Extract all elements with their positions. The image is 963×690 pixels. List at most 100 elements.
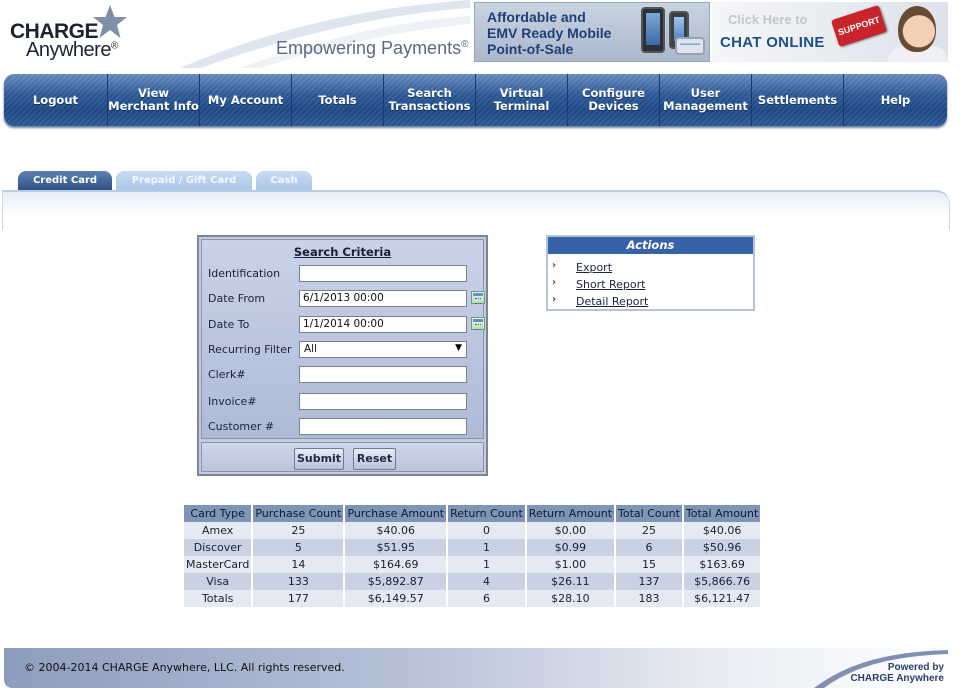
table-cell: 177 xyxy=(253,590,344,607)
table-cell: $5,892.87 xyxy=(345,573,447,590)
main-nav: Logout View Merchant Info My Account Tot… xyxy=(4,74,947,126)
page-header: CHARGE Anywhere® Empowering Payments® Af… xyxy=(0,0,963,68)
customer-label: Customer # xyxy=(208,420,275,433)
tab-panel xyxy=(2,190,950,230)
recurring-filter-value: All xyxy=(304,343,318,355)
table-cell: 25 xyxy=(253,522,344,539)
date-to-input[interactable]: 1/1/2014 00:00 xyxy=(299,316,467,333)
charge-anywhere-logo[interactable]: CHARGE Anywhere® xyxy=(8,5,138,62)
date-to-row: Date To 1/1/2014 00:00 xyxy=(208,316,485,334)
column-header: Return Amount xyxy=(526,505,615,522)
table-cell: 0 xyxy=(448,522,525,539)
nav-search-transactions[interactable]: Search Transactions xyxy=(384,74,476,126)
table-cell: 183 xyxy=(616,590,682,607)
table-cell: $50.96 xyxy=(683,539,761,556)
date-from-row: Date From 6/1/2013 00:00 xyxy=(208,290,485,308)
invoice-input[interactable] xyxy=(299,393,467,410)
column-header: Total Count xyxy=(616,505,682,522)
clerk-row: Clerk# xyxy=(208,366,478,384)
logo-text-charge: CHARGE xyxy=(10,20,99,43)
table-cell: 137 xyxy=(616,573,682,590)
calendar-icon[interactable] xyxy=(471,291,485,304)
table-cell: $26.11 xyxy=(526,573,615,590)
identification-label: Identification xyxy=(208,267,281,280)
support-key-image: SUPPORT xyxy=(830,4,888,48)
calendar-icon[interactable] xyxy=(471,317,485,330)
detail-report-link[interactable]: Detail Report xyxy=(576,295,649,308)
table-cell: $51.95 xyxy=(345,539,447,556)
invoice-row: Invoice# xyxy=(208,393,478,411)
column-header: Total Amount xyxy=(683,505,761,522)
header-swoosh-graphic xyxy=(180,0,470,68)
tab-prepaid-gift-card[interactable]: Prepaid / Gift Card xyxy=(116,171,252,191)
table-cell: $28.10 xyxy=(526,590,615,607)
nav-logout[interactable]: Logout xyxy=(4,74,108,126)
table-cell: $6,149.57 xyxy=(345,590,447,607)
nav-settlements[interactable]: Settlements xyxy=(752,74,844,126)
page-footer: © 2004-2014 CHARGE Anywhere, LLC. All ri… xyxy=(4,648,948,688)
table-row-totals: Totals 177 $6,149.57 6 $28.10 183 $6,121… xyxy=(184,590,761,607)
support-agent-body xyxy=(888,46,948,62)
terminal-image xyxy=(675,37,705,55)
table-cell: Totals xyxy=(184,590,252,607)
table-cell: $164.69 xyxy=(345,556,447,573)
short-report-link[interactable]: Short Report xyxy=(576,278,646,291)
table-row: Visa 133 $5,892.87 4 $26.11 137 $5,866.7… xyxy=(184,573,761,590)
powered-by-logo[interactable]: Powered by CHARGE Anywhere xyxy=(850,662,944,684)
table-cell: $40.06 xyxy=(345,522,447,539)
table-cell: $0.99 xyxy=(526,539,615,556)
table-cell: $163.69 xyxy=(683,556,761,573)
export-link[interactable]: Export xyxy=(576,261,613,274)
totals-table: Card Type Purchase Count Purchase Amount… xyxy=(182,505,762,607)
tab-cash[interactable]: Cash xyxy=(256,171,312,191)
date-to-label: Date To xyxy=(208,318,250,331)
nav-configure-devices[interactable]: Configure Devices xyxy=(568,74,660,126)
date-from-input[interactable]: 6/1/2013 00:00 xyxy=(299,290,467,307)
table-cell: $5,866.76 xyxy=(683,573,761,590)
date-from-label: Date From xyxy=(208,292,266,305)
tagline: Empowering Payments® xyxy=(276,38,469,58)
tab-credit-card[interactable]: Credit Card xyxy=(18,171,112,191)
nav-virtual-terminal[interactable]: Virtual Terminal xyxy=(476,74,568,126)
chat-online-banner[interactable]: Click Here to CHAT ONLINE SUPPORT xyxy=(712,2,948,62)
clerk-input[interactable] xyxy=(299,366,467,383)
chat-online-text: CHAT ONLINE xyxy=(720,34,825,51)
smartphone-image xyxy=(641,7,665,53)
table-row: Discover 5 $51.95 1 $0.99 6 $50.96 xyxy=(184,539,761,556)
chevron-right-icon: › xyxy=(552,277,557,288)
star-icon xyxy=(93,5,127,38)
submit-button[interactable]: Submit xyxy=(294,448,344,470)
invoice-label: Invoice# xyxy=(208,395,257,408)
table-cell: 25 xyxy=(616,522,682,539)
table-cell: $6,121.47 xyxy=(683,590,761,607)
clerk-label: Clerk# xyxy=(208,368,246,381)
column-header: Purchase Count xyxy=(253,505,344,522)
recurring-filter-label: Recurring Filter xyxy=(208,343,292,356)
column-header: Purchase Amount xyxy=(345,505,447,522)
nav-totals[interactable]: Totals xyxy=(292,74,384,126)
nav-help[interactable]: Help xyxy=(880,92,911,107)
nav-view-merchant-info[interactable]: View Merchant Info xyxy=(108,74,200,126)
table-cell: $40.06 xyxy=(683,522,761,539)
footer-swoosh-graphic xyxy=(814,650,948,688)
reset-button[interactable]: Reset xyxy=(353,448,396,470)
chevron-right-icon: › xyxy=(552,260,557,271)
table-header-row: Card Type Purchase Count Purchase Amount… xyxy=(184,505,761,522)
customer-input[interactable] xyxy=(299,418,467,435)
table-cell: Amex xyxy=(184,522,252,539)
table-cell: $1.00 xyxy=(526,556,615,573)
table-cell: Visa xyxy=(184,573,252,590)
column-header: Return Count xyxy=(448,505,525,522)
table-cell: 15 xyxy=(616,556,682,573)
table-cell: 6 xyxy=(448,590,525,607)
actions-panel: Actions › Export › Short Report › Detail… xyxy=(546,235,755,311)
table-cell: MasterCard xyxy=(184,556,252,573)
nav-my-account[interactable]: My Account xyxy=(200,74,292,126)
nav-user-management[interactable]: User Management xyxy=(660,74,752,126)
chat-click-text: Click Here to xyxy=(728,12,808,27)
identification-input[interactable] xyxy=(299,265,467,282)
recurring-filter-select[interactable]: All ▼ xyxy=(299,341,467,358)
emv-mobile-pos-banner[interactable]: Affordable and EMV Ready Mobile Point-of… xyxy=(474,2,710,62)
card-type-tabs: Credit Card Prepaid / Gift Card Cash xyxy=(18,171,312,191)
dropdown-arrow-icon: ▼ xyxy=(455,343,462,353)
